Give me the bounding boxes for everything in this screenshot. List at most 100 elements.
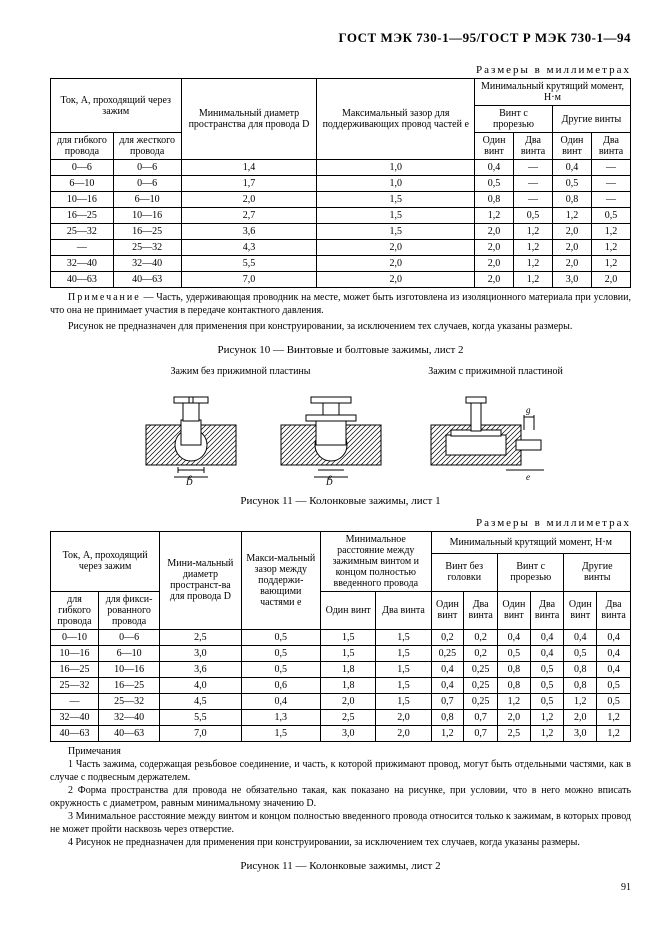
table-cell: 1,5 (317, 224, 475, 240)
units-label-2: Размеры в миллиметрах (50, 517, 631, 529)
table-cell: 0,7 (431, 693, 464, 709)
table-cell: 2,0 (474, 272, 513, 288)
clamp-diagram-b: g e (416, 385, 546, 485)
t1-h-one2: Один винт (552, 133, 591, 160)
t1-h-two2: Два винта (592, 133, 631, 160)
table-cell: 32—40 (51, 256, 114, 272)
note2-4: 4 Рисунок не предназначен для применения… (50, 837, 631, 850)
t2-h-s6: Два винта (597, 591, 631, 629)
table-cell: 0,4 (564, 629, 597, 645)
t1-h-one1: Один винт (474, 133, 513, 160)
table-cell: 25—32 (98, 693, 159, 709)
note-1b: Рисунок не предназначен для применения п… (50, 321, 631, 334)
caption-fig10: Рисунок 10 — Винтовые и болтовые зажимы,… (50, 344, 631, 356)
notes-block-2: Примечания 1 Часть зажима, содержащая ре… (50, 746, 631, 850)
table-cell: 0—6 (113, 160, 181, 176)
table-cell: 0,8 (431, 709, 464, 725)
table-cell: 10—16 (98, 661, 159, 677)
table-cell: 2,5 (320, 709, 376, 725)
table-cell: 1,2 (514, 256, 553, 272)
table-cell: 6—10 (51, 176, 114, 192)
table-cell: 1,0 (317, 160, 475, 176)
clamp-diagram-a2: e D (276, 385, 386, 485)
table-cell: 3,0 (552, 272, 591, 288)
table-cell: 2,0 (552, 256, 591, 272)
table-cell: 0,5 (530, 677, 564, 693)
table-cell: 0—6 (51, 160, 114, 176)
notes2-label: Примечания (68, 746, 121, 757)
caption-fig11b: Рисунок 11 — Колонковые зажимы, лист 2 (50, 860, 631, 872)
table-cell: 1,2 (431, 725, 464, 741)
table-cell: 40—63 (98, 725, 159, 741)
table-cell: 0,8 (564, 661, 597, 677)
table-cell: 1,2 (514, 224, 553, 240)
table-cell: 2,0 (376, 709, 431, 725)
t1-h-gap: Максимальный зазор для поддерживающих пр… (317, 79, 475, 160)
t2-h-s5: Один винт (564, 591, 597, 629)
table-cell: 0,5 (474, 176, 513, 192)
table-cell: 25—32 (51, 224, 114, 240)
table-cell: 32—40 (51, 709, 99, 725)
document-header: ГОСТ МЭК 730-1—95/ГОСТ Р МЭК 730-1—94 (50, 30, 631, 46)
svg-text:D: D (325, 477, 333, 485)
t1-h-other: Другие винты (552, 106, 630, 133)
table-cell: 0,4 (431, 677, 464, 693)
table-cell: 1,2 (530, 709, 564, 725)
figures-row: e D e D g (50, 385, 631, 485)
table-cell: 2,0 (376, 725, 431, 741)
table-11: Ток, А, проходящий через зажим Мини-маль… (50, 531, 631, 742)
table-cell: — (51, 240, 114, 256)
t2-h-gap: Макси-мальный зазор между поддержи-вающи… (241, 531, 320, 629)
table-cell: 3,0 (320, 725, 376, 741)
table-cell: 16—25 (51, 208, 114, 224)
table-cell: 2,0 (552, 224, 591, 240)
table-cell: — (514, 192, 553, 208)
table-cell: 1,5 (376, 693, 431, 709)
table-row: 40—6340—637,02,02,01,23,02,0 (51, 272, 631, 288)
table-cell: 0,8 (564, 677, 597, 693)
note-1a: Примечание — Часть, удерживающая проводн… (50, 292, 631, 317)
table-cell: 1,0 (317, 176, 475, 192)
table-cell: 0,4 (498, 629, 531, 645)
table-cell: 16—25 (51, 661, 99, 677)
table-cell: 0,25 (464, 677, 498, 693)
table-cell: 0,5 (564, 645, 597, 661)
table-cell: 32—40 (113, 256, 181, 272)
table-cell: 0—6 (113, 176, 181, 192)
t2-h-dist: Минимальное расстояние между зажимным ви… (320, 531, 431, 591)
table-cell: 1,2 (514, 272, 553, 288)
t2-h-d1: Один винт (320, 591, 376, 629)
t2-h-s2: Два винта (464, 591, 498, 629)
table-cell: 32—40 (98, 709, 159, 725)
table-cell: 0,5 (530, 661, 564, 677)
table-cell: 1,2 (597, 725, 631, 741)
table-cell: 1,3 (241, 709, 320, 725)
table-cell: 1,5 (241, 725, 320, 741)
table-cell: 7,0 (181, 272, 317, 288)
table-cell: 2,0 (317, 256, 475, 272)
table-cell: 0,4 (241, 693, 320, 709)
table-cell: 3,0 (564, 725, 597, 741)
table-cell: 2,0 (592, 272, 631, 288)
t2-h-d2: Два винта (376, 591, 431, 629)
table-cell: 0,7 (464, 725, 498, 741)
t2-h-diam: Мини-мальный диаметр пространст-ва для п… (160, 531, 241, 629)
table-cell: 10—16 (51, 645, 99, 661)
table-cell: 5,5 (181, 256, 317, 272)
note2-3: 3 Минимальное расстояние между винтом и … (50, 811, 631, 836)
table-cell: 1,5 (317, 208, 475, 224)
table-cell: 1,2 (592, 240, 631, 256)
table-row: 16—2510—162,71,51,20,51,20,5 (51, 208, 631, 224)
table-cell: 1,2 (530, 725, 564, 741)
table-cell: 0,25 (431, 645, 464, 661)
t1-h-flex: для гибкого провода (51, 133, 114, 160)
table-cell: 1,2 (597, 709, 631, 725)
table-cell: 0,5 (552, 176, 591, 192)
table-cell: 0,5 (530, 693, 564, 709)
table-cell: 0,4 (552, 160, 591, 176)
table-cell: 6—10 (98, 645, 159, 661)
t2-h-slot: Винт с прорезью (498, 553, 564, 591)
fig-label-a: Зажим без прижимной пластины (116, 366, 366, 377)
table-cell: 7,0 (160, 725, 241, 741)
svg-text:g: g (526, 405, 531, 415)
